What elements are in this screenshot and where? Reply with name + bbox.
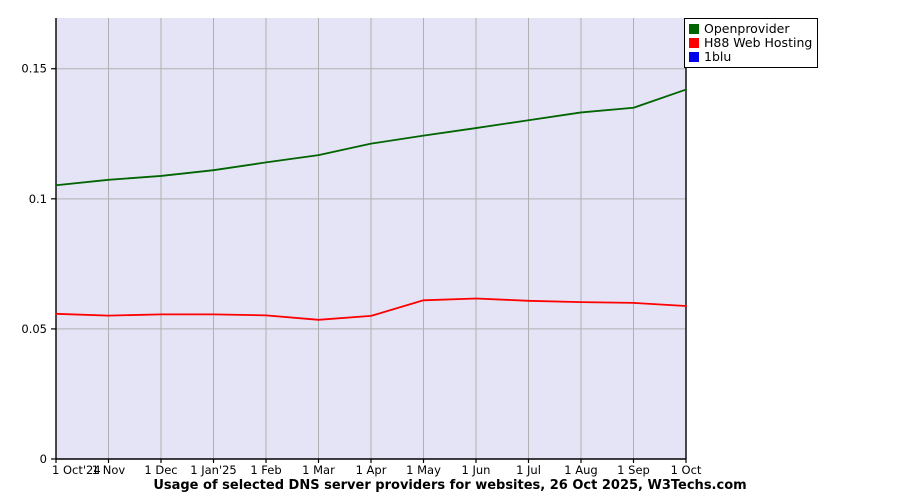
data-series-lines [55,88,687,321]
legend-item-1blu: 1blu [689,50,812,64]
y-tick-label: 0 [40,452,47,466]
series-line-openprovider [55,88,687,187]
x-tick-label: 1 Feb [250,463,281,477]
x-tick-label: 1 Jan'25 [190,463,237,477]
chart-legend: Openprovider H88 Web Hosting 1blu [684,18,819,68]
legend-swatch-h88-web-hosting [689,38,699,48]
legend-item-h88-web-hosting: H88 Web Hosting [689,36,812,50]
legend-swatch-openprovider [689,24,699,34]
x-tick-label: 1 Oct'24 [52,463,101,477]
y-tick-label: 0.15 [21,62,47,76]
legend-label-1blu: 1blu [704,49,732,64]
x-tick-label: 1 Apr [356,463,387,477]
legend-swatch-1blu [689,52,699,62]
x-axis-tick-labels: 1 Oct'241 Nov 1 Dec 1 Jan'25 1 Feb 1 Mar 1 Ap… [52,463,702,477]
x-tick-label: 1 Jul [516,463,541,477]
x-tick-label: 1 Jun [462,463,491,477]
y-tick-label: 0.1 [29,192,47,206]
x-tick-label: 1 Sep [617,463,650,477]
grid-lines [56,18,686,459]
legend-label-h88-web-hosting: H88 Web Hosting [704,35,813,50]
legend-item-openprovider: Openprovider [689,22,812,36]
x-tick-label: 1 Aug [564,463,597,477]
series-line-h88-web-hosting [55,297,687,321]
x-tick-label: 1 Oct [671,463,702,477]
legend-label-openprovider: Openprovider [704,21,790,36]
y-axis-tick-labels: 0 0.05 0.1 0.15 [21,62,47,466]
x-tick-label: 1 Mar [302,463,335,477]
x-tick-label: 1 May [406,463,441,477]
y-tick-label: 0.05 [21,322,47,336]
chart-caption: Usage of selected DNS server providers f… [153,478,747,493]
x-tick-label: 1 Nov [92,463,126,477]
x-tick-label: 1 Dec [144,463,177,477]
tick-marks [51,68,687,463]
